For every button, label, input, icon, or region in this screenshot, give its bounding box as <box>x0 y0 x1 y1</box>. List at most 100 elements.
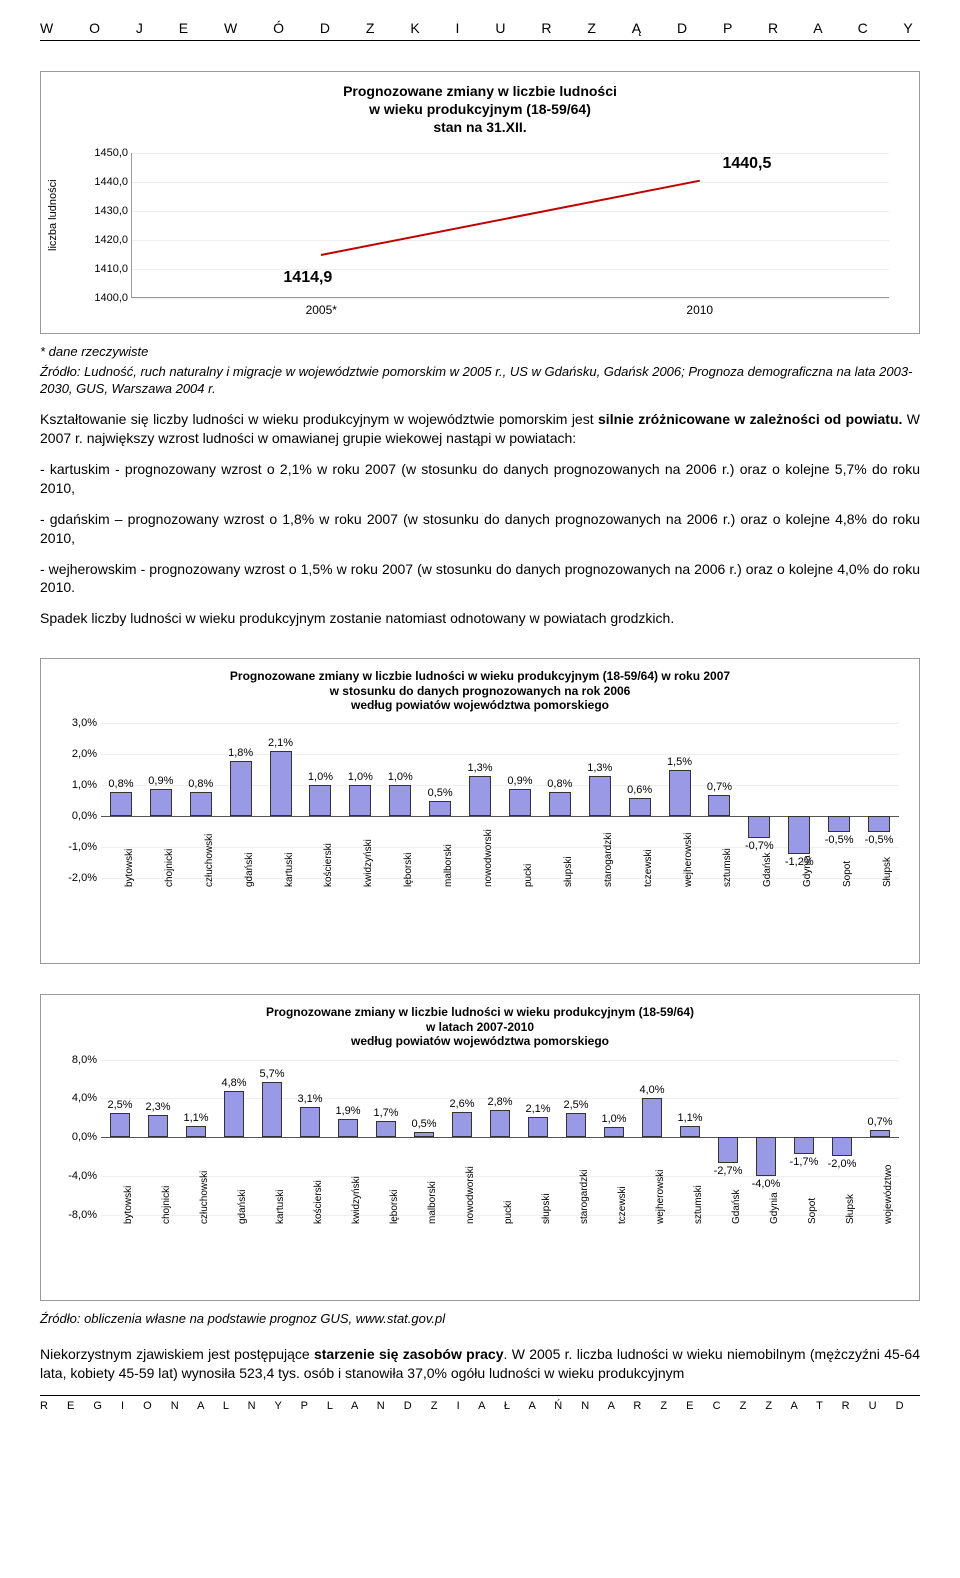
paragraph-starzenie: Niekorzystnym zjawiskiem jest postępując… <box>40 1345 920 1383</box>
chart-2007-changes: Prognozowane zmiany w liczbie ludności w… <box>40 658 920 964</box>
bar-value-label: -0,5% <box>825 834 854 846</box>
bar-value-label: 4,0% <box>639 1084 664 1096</box>
chart1-ylabel: liczba ludności <box>47 179 59 251</box>
chart1-ytick: 1420,0 <box>84 234 128 246</box>
bar-value-label: 1,1% <box>183 1112 208 1124</box>
bar <box>414 1132 435 1137</box>
chart1-ytick: 1430,0 <box>84 205 128 217</box>
chart1-source: Źródło: Ludność, ruch naturalny i migrac… <box>40 364 920 398</box>
bar-value-label: 2,6% <box>449 1098 474 1110</box>
chart-2007-2010-changes: Prognozowane zmiany w liczbie ludności w… <box>40 994 920 1300</box>
bar <box>589 776 611 816</box>
bar <box>389 785 411 816</box>
bar-value-label: 0,7% <box>707 781 732 793</box>
bar <box>756 1137 777 1176</box>
chart1-xcat: 2005* <box>306 303 337 317</box>
bar-value-label: 2,5% <box>563 1099 588 1111</box>
bar-value-label: 2,1% <box>525 1103 550 1115</box>
bar-value-label: 1,8% <box>228 747 253 759</box>
bar-value-label: 3,1% <box>297 1093 322 1105</box>
bar-value-label: 1,0% <box>601 1113 626 1125</box>
chart1-ytick: 1450,0 <box>84 147 128 159</box>
chart1-trend-line <box>321 180 700 256</box>
bar-value-label: 1,5% <box>667 756 692 768</box>
bar-value-label: 1,7% <box>373 1107 398 1119</box>
bar-value-label: 0,9% <box>507 775 532 787</box>
page-header: W O J E W Ó D Z K I U R Z Ą D P R A C Y … <box>40 20 920 41</box>
bar-ytick: 2,0% <box>53 748 97 760</box>
bar-value-label: 1,0% <box>308 771 333 783</box>
bar-ytick: -8,0% <box>53 1209 97 1221</box>
chart1-xcat: 2010 <box>686 303 713 317</box>
chart1-ytick: 1440,0 <box>84 176 128 188</box>
bar <box>190 792 212 817</box>
bar-value-label: 0,8% <box>547 778 572 790</box>
bar-ytick: 1,0% <box>53 779 97 791</box>
bar-value-label: 1,9% <box>335 1105 360 1117</box>
bar <box>748 816 770 838</box>
bar <box>376 1121 397 1137</box>
bar-value-label: 4,8% <box>221 1077 246 1089</box>
bar-ytick: 8,0% <box>53 1054 97 1066</box>
bar <box>262 1082 283 1137</box>
bar <box>788 816 810 853</box>
bar <box>868 816 890 832</box>
bar-value-label: 2,1% <box>268 737 293 749</box>
bar-value-label: 2,3% <box>145 1101 170 1113</box>
paragraph-kartuski: - kartuskim - prognozowany wzrost o 2,1%… <box>40 460 920 498</box>
chart1-note-asterisk: * dane rzeczywiste <box>40 344 920 361</box>
bar <box>604 1127 625 1137</box>
bar <box>870 1130 891 1137</box>
bar <box>110 1113 131 1137</box>
bar <box>708 795 730 817</box>
bar <box>794 1137 815 1153</box>
bar <box>832 1137 853 1156</box>
paragraph-main: Kształtowanie się liczby ludności w wiek… <box>40 410 920 448</box>
bar-value-label: 1,0% <box>348 771 373 783</box>
bar <box>148 1115 169 1137</box>
bar <box>270 751 292 816</box>
chart3-source: Źródło: obliczenia własne na podstawie p… <box>40 1311 920 1328</box>
paragraph-gdanski: - gdańskim – prognozowany wzrost o 1,8% … <box>40 510 920 548</box>
bar-value-label: 1,3% <box>468 762 493 774</box>
bar-value-label: -2,7% <box>714 1165 743 1177</box>
bar-value-label: 0,6% <box>627 784 652 796</box>
bar <box>669 770 691 817</box>
bar-value-label: 0,8% <box>188 778 213 790</box>
bar-value-label: 2,8% <box>487 1096 512 1108</box>
bar <box>469 776 491 816</box>
bar <box>186 1126 207 1137</box>
bar <box>509 789 531 817</box>
chart1-value-label: 1440,5 <box>722 155 771 173</box>
bar-value-label: 0,8% <box>108 778 133 790</box>
bar <box>566 1113 587 1137</box>
chart1-ytick: 1400,0 <box>84 292 128 304</box>
paragraph-spadek: Spadek liczby ludności w wieku produkcyj… <box>40 609 920 628</box>
bar-value-label: 5,7% <box>259 1068 284 1080</box>
bar-ytick: -2,0% <box>53 872 97 884</box>
bar <box>452 1112 473 1137</box>
bar-value-label: 0,9% <box>148 775 173 787</box>
bar-value-label: -0,5% <box>865 834 894 846</box>
bar-value-label: -0,7% <box>745 840 774 852</box>
bar-value-label: 0,5% <box>428 787 453 799</box>
bar <box>230 761 252 817</box>
bar-ytick: -4,0% <box>53 1170 97 1182</box>
bar <box>309 785 331 816</box>
bar-value-label: 1,1% <box>677 1112 702 1124</box>
bar-value-label: 0,7% <box>867 1116 892 1128</box>
chart1-title: Prognozowane zmiany w liczbie ludności w… <box>51 82 909 137</box>
bar <box>549 792 571 817</box>
bar <box>629 798 651 817</box>
paragraph-wejherowski: - wejherowskim - prognozowany wzrost o 1… <box>40 560 920 598</box>
bar <box>528 1117 549 1137</box>
bar <box>349 785 371 816</box>
page-footer: R E G I O N A L N Y P L A N D Z I A Ł A … <box>40 1395 920 1412</box>
bar-value-label: 0,5% <box>411 1118 436 1130</box>
bar-ytick: -1,0% <box>53 841 97 853</box>
bar-ytick: 0,0% <box>53 1131 97 1143</box>
chart1-ytick: 1410,0 <box>84 263 128 275</box>
chart-population-forecast: Prognozowane zmiany w liczbie ludności w… <box>40 71 920 334</box>
bar <box>718 1137 739 1163</box>
bar-value-label: -2,0% <box>828 1158 857 1170</box>
